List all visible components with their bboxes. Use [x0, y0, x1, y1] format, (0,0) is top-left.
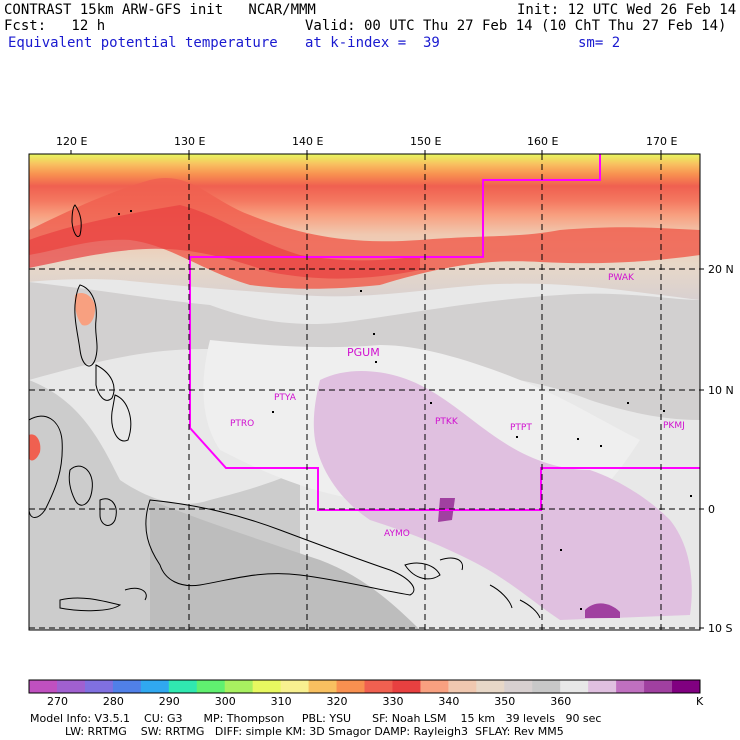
small-islands	[118, 210, 692, 610]
colorbar-label: 330	[382, 695, 404, 708]
colorbar-swatch	[532, 680, 561, 693]
colorbar-swatch	[224, 680, 254, 693]
colorbar-swatch	[504, 680, 533, 693]
colorbar-swatch	[392, 680, 421, 693]
colorbar-label: 280	[102, 695, 124, 708]
colorbar-swatch	[364, 680, 393, 693]
purple-max-solomon	[585, 603, 620, 618]
station-ptya: PTYA	[274, 393, 296, 403]
tick-marks	[70, 150, 704, 629]
station-pwak: PWAK	[608, 273, 634, 283]
colorbar-swatch	[168, 680, 198, 693]
lon-label-140e: 140 E	[292, 135, 324, 148]
valid-time: Valid: 00 UTC Thu 27 Feb 14 (10 ChT Thu …	[305, 18, 727, 34]
colorbar-swatch	[252, 680, 282, 693]
colorbar-swatch	[448, 680, 477, 693]
lon-label-170e: 170 E	[646, 135, 678, 148]
lon-label-150e: 150 E	[410, 135, 442, 148]
model-info-line2: LW: RRTMG SW: RRTMG DIFF: simple KM: 3D …	[30, 725, 564, 738]
colorbar-label: 270	[46, 695, 68, 708]
colorbar-swatch	[616, 680, 645, 693]
lat-label-10n: 10 N	[708, 384, 734, 397]
colorbar-swatch	[140, 680, 170, 693]
warm-spot-luzon	[74, 293, 96, 326]
station-pgum: PGUM	[347, 346, 380, 359]
fir-boundary-line	[189, 154, 700, 511]
colorbar-swatch	[56, 680, 86, 693]
lon-label-160e: 160 E	[527, 135, 559, 148]
colorbar-swatch	[644, 680, 673, 693]
colorbar-swatch	[112, 680, 142, 693]
purple-moisture-region	[313, 370, 692, 620]
lon-label-120e: 120 E	[56, 135, 88, 148]
jet-core-red	[29, 178, 700, 289]
colorbar-swatch	[476, 680, 505, 693]
colorbar-swatch	[672, 680, 701, 693]
colorbar	[28, 679, 701, 694]
model-info-line1: Model Info: V3.5.1 CU: G3 MP: Thompson P…	[30, 712, 602, 725]
jet-core-dark	[29, 205, 420, 279]
init-time: Init: 12 UTC Wed 26 Feb 14	[517, 2, 737, 18]
colorbar-swatch	[196, 680, 226, 693]
colorbar-swatch	[588, 680, 617, 693]
colorbar-swatch	[280, 680, 310, 693]
colorbar-swatch	[84, 680, 114, 693]
colorbar-label: 360	[550, 695, 572, 708]
lat-label-10s: 10 S	[708, 622, 733, 635]
gridlines	[29, 154, 700, 630]
colorbar-label: 320	[326, 695, 348, 708]
grey-zone-newguinea	[150, 500, 420, 630]
map-frame	[28, 153, 701, 631]
warm-spot-borneo	[29, 434, 41, 461]
field-name: Equivalent potential temperature	[8, 35, 278, 51]
colorbar-swatch	[29, 680, 58, 693]
smoothing: sm= 2	[578, 35, 621, 51]
colorbar-label: 310	[270, 695, 292, 708]
title-model: CONTRAST 15km ARW-GFS init NCAR/MMM	[4, 2, 316, 18]
station-ptro: PTRO	[230, 419, 255, 429]
station-ptpt: PTPT	[510, 423, 532, 433]
station-pkmj: PKMJ	[663, 421, 685, 431]
forecast-hour: Fcst: 12 h	[4, 18, 106, 34]
colorbar-swatch	[336, 680, 365, 693]
coastlines	[29, 204, 541, 619]
colorbar-frame	[28, 679, 701, 694]
colorbar-swatch	[420, 680, 449, 693]
station-aymo: AYMO	[384, 529, 410, 539]
colorbar-swatch	[308, 680, 338, 693]
level-index: at k-index = 39	[305, 35, 440, 51]
colorbar-swatch	[560, 680, 589, 693]
colorbar-label: 290	[158, 695, 180, 708]
colorbar-unit: K	[696, 695, 704, 708]
station-ptkk: PTKK	[435, 417, 458, 427]
colorbar-label: 300	[214, 695, 236, 708]
lat-label-20n: 20 N	[708, 263, 734, 276]
lon-label-130e: 130 E	[174, 135, 206, 148]
colorbar-label: 340	[438, 695, 460, 708]
lat-label-equator: 0	[708, 503, 715, 516]
colorbar-label: 350	[494, 695, 516, 708]
